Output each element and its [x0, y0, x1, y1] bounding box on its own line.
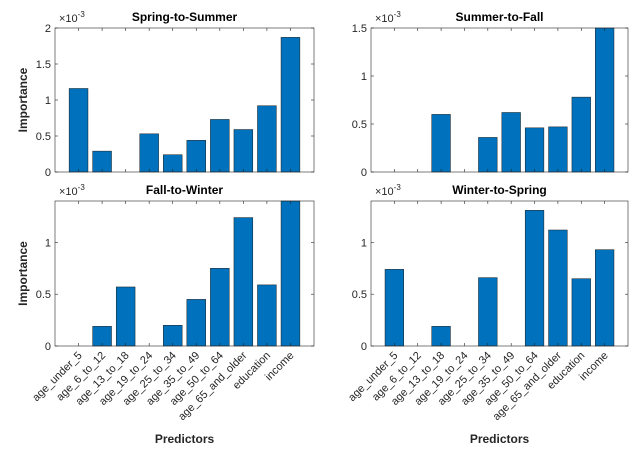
bar-age_65_and_older — [548, 229, 568, 347]
bar-income — [595, 27, 615, 173]
y-tick-label: 1 — [45, 95, 51, 107]
subplot-title: Fall-to-Winter — [146, 183, 224, 197]
y-exponent-label: ×10-3 — [375, 183, 401, 198]
subplot-1: 0 0.5 1 1.5 2 ×10-3 Spring-to-Summer Importance — [16, 10, 315, 179]
bar-age_50_to_64 — [524, 210, 545, 347]
axes-box — [370, 200, 629, 347]
bar-age_under_5 — [68, 88, 89, 173]
bar-age_35_to_49 — [186, 140, 206, 173]
bar-income — [280, 200, 301, 347]
y-axis-label: Importance — [16, 67, 30, 132]
subplot-title: Summer-to-Fall — [455, 10, 543, 24]
y-tick-label: 0.5 — [352, 119, 367, 131]
bar-age_65_and_older — [233, 217, 254, 347]
y-tick-label: 0 — [45, 341, 51, 353]
exponent-power: -3 — [78, 10, 86, 19]
subplot-title: Spring-to-Summer — [132, 10, 238, 24]
bar-education — [257, 284, 277, 347]
y-tick-label: 1.5 — [352, 23, 367, 35]
exponent-power: -3 — [78, 183, 86, 192]
x-axis-label: Predictors — [470, 432, 530, 446]
bar-age_35_to_49 — [186, 299, 206, 347]
y-tick-label: 1 — [45, 237, 51, 249]
y-tick-label: 0 — [361, 341, 367, 353]
y-tick-label: 0.5 — [36, 131, 51, 143]
y-exponent-label: ×10-3 — [59, 183, 85, 198]
axes-box — [370, 27, 629, 173]
bar-income — [280, 37, 301, 173]
bar-age_50_to_64 — [524, 127, 545, 173]
y-tick-label: 0.5 — [36, 289, 51, 301]
y-tick-label: 0.5 — [352, 289, 367, 301]
exponent-power: -3 — [394, 10, 402, 19]
bar-age_25_to_34 — [163, 325, 183, 347]
subplot-title: Winter-to-Spring — [452, 183, 547, 197]
subplot-4: 00.51age_under_5age_6_to_12age_13_to_18a… — [346, 183, 629, 446]
bar-age_6_to_12 — [92, 150, 112, 173]
bar-education — [257, 105, 277, 173]
bar-income — [595, 249, 615, 347]
bar-age_13_to_18 — [115, 286, 136, 347]
bar-age_65_and_older — [548, 126, 568, 173]
bar-education — [571, 278, 591, 347]
bar-age_25_to_34 — [478, 277, 498, 347]
y-tick-label: 0 — [45, 167, 51, 179]
y-axis-label: Importance — [16, 241, 30, 306]
bar-age_under_5 — [384, 269, 404, 347]
y-tick-label: 0 — [361, 167, 367, 179]
subplot-3: 00.51age_under_5age_6_to_12age_13_to_18a… — [16, 183, 315, 446]
x-axis-label: Predictors — [155, 432, 215, 446]
bar-age_35_to_49 — [501, 112, 521, 173]
bar-age_19_to_24 — [139, 133, 159, 173]
y-tick-label: 1.5 — [36, 59, 51, 71]
exponent-base: ×10 — [59, 13, 78, 25]
bar-age_65_and_older — [233, 129, 254, 173]
subplot-2: 0 0.5 1 1.5 ×10-3 Summer-to-Fall — [352, 10, 629, 179]
exponent-base: ×10 — [59, 186, 78, 198]
bar-age_50_to_64 — [210, 268, 230, 347]
y-exponent-label: ×10-3 — [375, 10, 401, 25]
exponent-power: -3 — [394, 183, 402, 192]
bar-age_50_to_64 — [210, 119, 230, 173]
bar-age_13_to_18 — [431, 114, 451, 173]
axes-box — [54, 200, 315, 347]
y-exponent-label: ×10-3 — [59, 10, 85, 25]
bar-education — [571, 96, 591, 173]
y-tick-label: 1 — [361, 71, 367, 83]
y-tick-label: 1 — [361, 237, 367, 249]
exponent-base: ×10 — [375, 13, 394, 25]
exponent-base: ×10 — [375, 186, 394, 198]
y-tick-label: 2 — [45, 23, 51, 35]
bar-age_25_to_34 — [478, 137, 498, 173]
